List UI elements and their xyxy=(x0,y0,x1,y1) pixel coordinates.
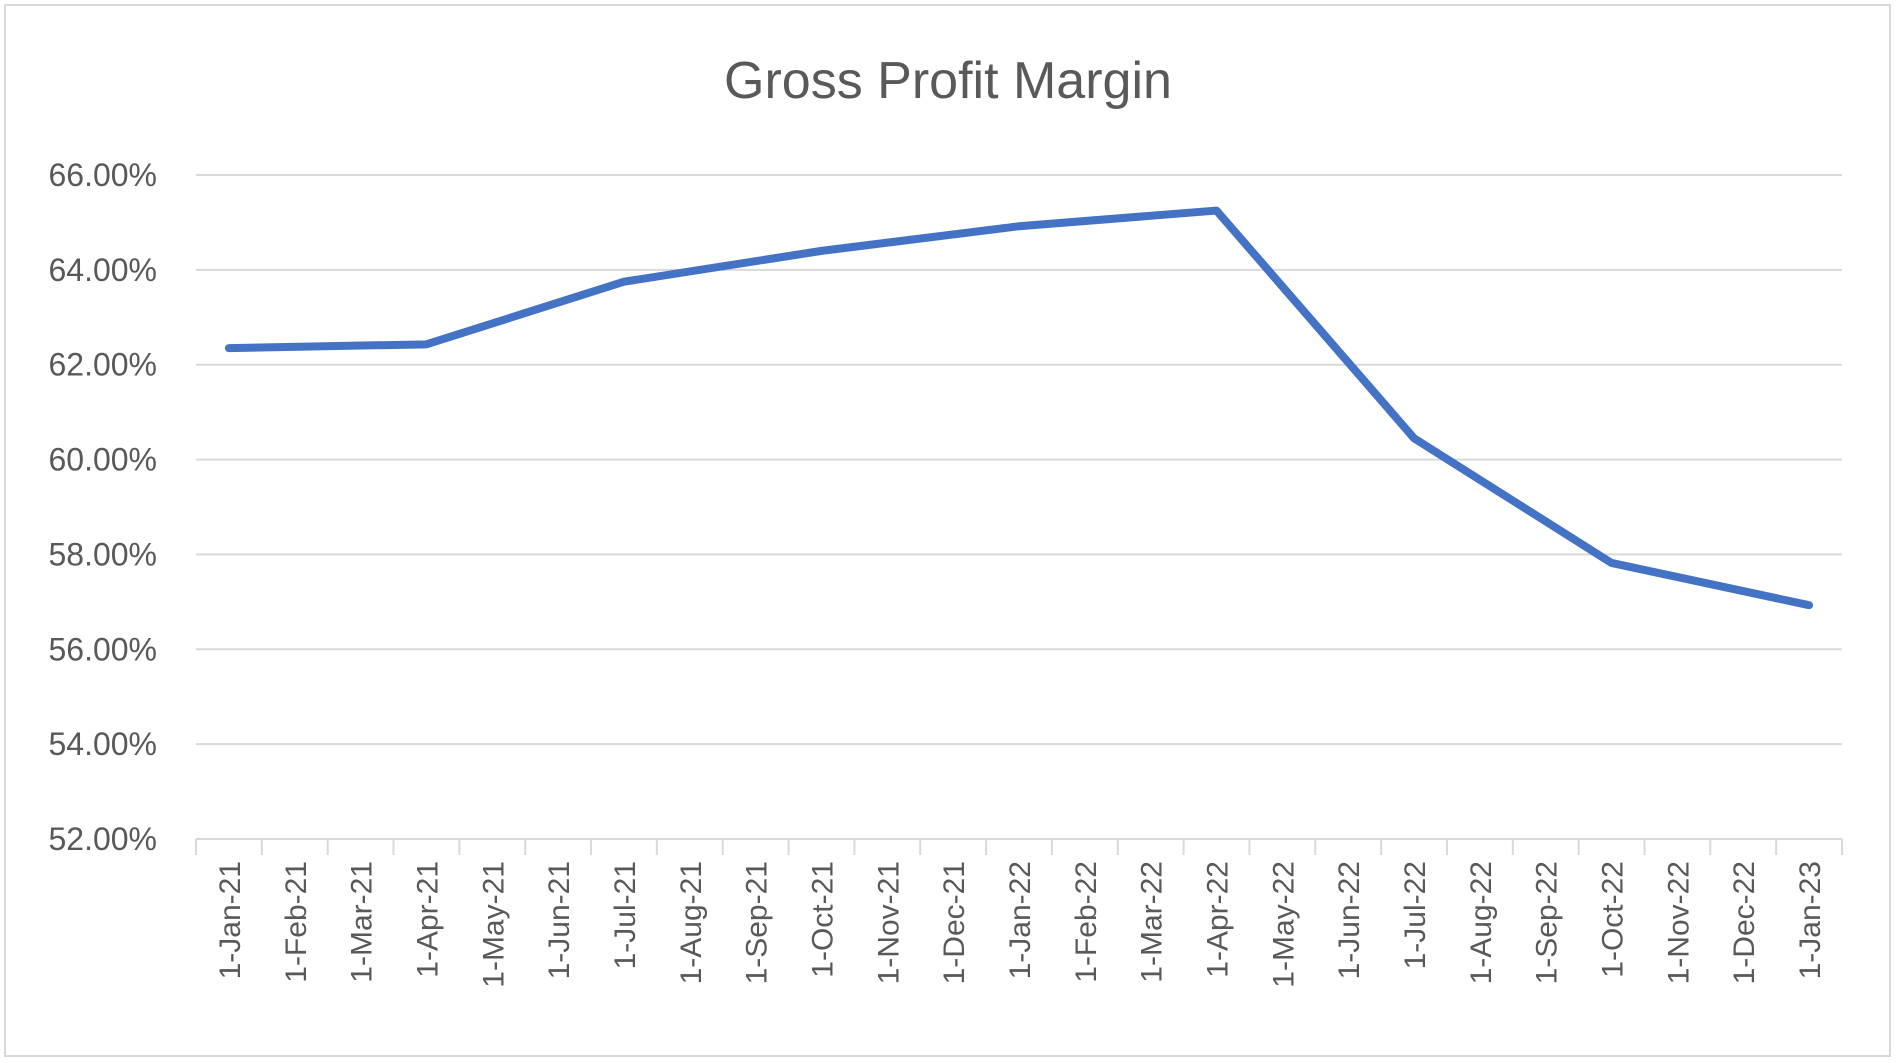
x-tick-label: 1-Aug-22 xyxy=(1465,861,1498,984)
series-line xyxy=(224,206,1814,610)
x-tick-label: 1-Mar-22 xyxy=(1136,861,1169,983)
x-tick-label: 1-May-22 xyxy=(1267,861,1300,988)
x-tick-label: 1-Dec-21 xyxy=(938,861,971,984)
x-tick-label: 1-May-21 xyxy=(477,861,510,988)
x-tick-label: 1-Apr-22 xyxy=(1202,861,1235,978)
x-tick-label: 1-Sep-21 xyxy=(741,861,774,984)
y-tick-label: 56.00% xyxy=(48,631,157,667)
y-tick-label: 62.00% xyxy=(48,347,157,383)
x-tick-label: 1-Jun-22 xyxy=(1333,861,1366,979)
y-axis-tick-labels: 52.00% 54.00% 56.00% 58.00% 60.00% 62.00% 64.0… xyxy=(48,157,157,857)
y-tick-label: 54.00% xyxy=(48,726,157,762)
x-tick-label: 1-Sep-22 xyxy=(1531,861,1564,984)
x-tick-label: 1-Nov-21 xyxy=(872,861,905,984)
chart-title: Gross Profit Margin xyxy=(724,52,1172,110)
x-tick-label: 1-Jul-21 xyxy=(609,861,642,969)
x-axis-tick-labels: 1-Jan-21 1-Feb-21 1-Mar-21 1-Apr-21 1-May-21… xyxy=(214,861,1827,988)
x-tick-label: 1-Oct-21 xyxy=(806,861,839,978)
x-tick-label: 1-Dec-22 xyxy=(1728,861,1761,984)
x-axis xyxy=(195,838,1843,855)
x-tick-label: 1-Jan-21 xyxy=(214,861,247,979)
x-tick-label: 1-Jan-23 xyxy=(1794,861,1827,979)
x-tick-label: 1-Jul-22 xyxy=(1399,861,1432,969)
series-layer xyxy=(224,206,1814,610)
x-tick-label: 1-Oct-22 xyxy=(1597,861,1630,978)
y-tick-label: 58.00% xyxy=(48,536,157,572)
x-tick-label: 1-Mar-21 xyxy=(346,861,379,983)
y-tick-label: 52.00% xyxy=(48,821,157,857)
x-tick-label: 1-Feb-22 xyxy=(1070,861,1103,983)
x-tick-label: 1-Jan-22 xyxy=(1004,861,1037,979)
y-tick-label: 64.00% xyxy=(48,252,157,288)
gridlines xyxy=(196,174,1842,746)
y-tick-label: 60.00% xyxy=(48,442,157,478)
x-tick-label: 1-Aug-21 xyxy=(675,861,708,984)
x-tick-label: 1-Feb-21 xyxy=(280,861,313,983)
x-tick-label: 1-Jun-21 xyxy=(543,861,576,979)
x-tick-label: 1-Apr-21 xyxy=(411,861,444,978)
x-tick-label: 1-Nov-22 xyxy=(1662,861,1695,984)
y-tick-label: 66.00% xyxy=(48,157,157,193)
chart-area xyxy=(4,4,1891,1057)
